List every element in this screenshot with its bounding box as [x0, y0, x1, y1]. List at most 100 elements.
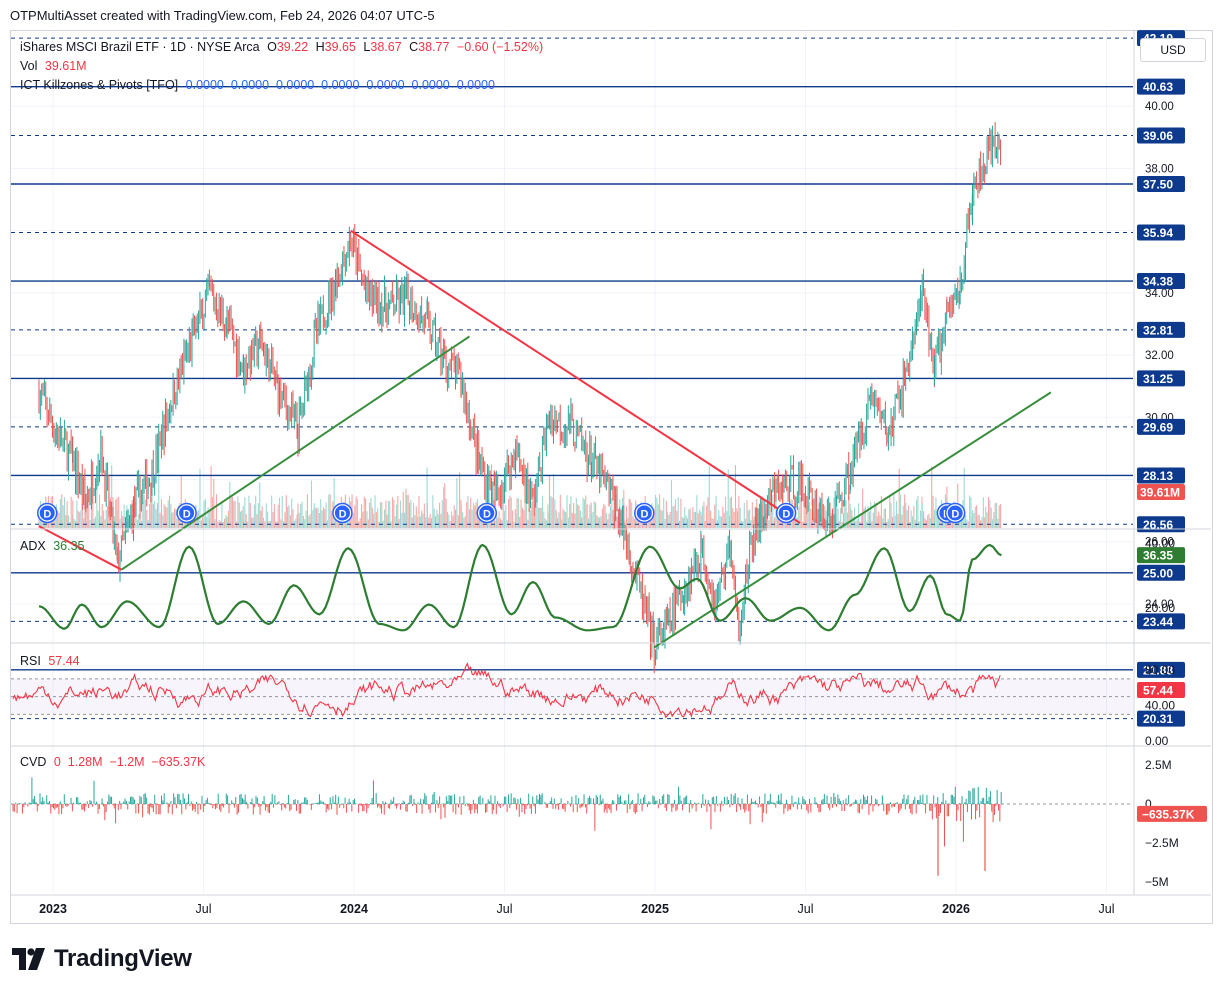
rsi-badge: [1137, 682, 1185, 699]
cvd-tick-label: 0: [1145, 797, 1152, 811]
volume-bar: [870, 501, 872, 528]
volume-bar: [436, 509, 438, 528]
volume-bar: [593, 501, 595, 528]
chart-frame[interactable]: [10, 30, 1213, 924]
currency-button[interactable]: USD: [1140, 38, 1206, 62]
volume-bar: [499, 518, 502, 528]
volume-bar: [105, 509, 107, 528]
volume-bar: [523, 509, 525, 528]
level-label: 35.94: [1143, 226, 1173, 240]
volume-bar: [390, 521, 392, 528]
cvd-tick-label: −2.5M: [1145, 836, 1179, 850]
volume-bar: [466, 502, 468, 528]
volume-bar: [410, 500, 412, 528]
volume-bar: [814, 518, 816, 528]
volume-bar: [248, 495, 250, 528]
volume-bar: [73, 518, 75, 528]
volume-bar: [722, 506, 724, 528]
volume-bar: [650, 521, 652, 528]
price-tick-label: 38.00: [1145, 163, 1174, 175]
cvd-tick-label: −5M: [1145, 875, 1169, 889]
volume-bar: [875, 503, 877, 528]
volume-bar: [444, 483, 446, 528]
volume-bar: [653, 509, 655, 528]
volume-bar: [844, 497, 846, 528]
legend-symbol[interactable]: iShares MSCI Brazil ETF · 1D · NYSE Arca: [20, 40, 260, 54]
volume-bar: [711, 517, 713, 528]
adx-label[interactable]: ADX: [20, 539, 46, 553]
volume-bar: [402, 491, 404, 528]
high-value: 39.65: [324, 40, 356, 54]
volume-bar: [509, 495, 511, 528]
volume-bar: [450, 511, 453, 528]
volume-bar: [689, 508, 691, 528]
volume-bar: [557, 517, 559, 528]
level-label: 32.81: [1143, 323, 1173, 337]
volume-bar: [175, 509, 177, 528]
volume-bar: [429, 513, 431, 528]
volume-bar: [272, 511, 274, 528]
volume-bar: [291, 498, 293, 528]
volume-bar: [625, 506, 628, 528]
volume-bar: [548, 475, 551, 528]
volume-bar: [330, 510, 333, 528]
volume-bar: [989, 499, 991, 528]
volume-bar: [799, 496, 801, 528]
trendline-red: [350, 229, 801, 524]
volume-bar: [118, 496, 120, 528]
volume-bar: [123, 504, 125, 528]
volume-bar: [284, 512, 286, 528]
volume-bar: [627, 517, 629, 528]
volume-bar: [375, 512, 377, 528]
volume-bar: [932, 495, 934, 528]
volume-bar: [982, 497, 984, 528]
volume-bar: [648, 520, 650, 528]
level-badge: [1137, 467, 1185, 484]
volume-bar: [878, 511, 880, 528]
vol-label[interactable]: Vol: [20, 59, 38, 73]
rsi-label[interactable]: RSI: [20, 654, 41, 668]
level-badge: [1137, 273, 1185, 290]
volume-bar: [329, 494, 331, 528]
volume-bar: [536, 499, 538, 528]
volume-bar: [171, 512, 173, 528]
volume-bar: [895, 501, 898, 528]
volume-bar: [508, 499, 510, 528]
volume-bar: [247, 521, 249, 528]
volume-bar: [699, 509, 701, 528]
volume-bar: [287, 506, 289, 528]
volume-bar: [929, 518, 931, 528]
volume-bar: [452, 515, 454, 528]
volume-bar: [889, 495, 891, 528]
volume-bar: [260, 510, 262, 528]
volume-bar: [441, 500, 443, 528]
volume-bar: [474, 505, 476, 528]
volume-bar: [680, 498, 682, 528]
volume-bar: [84, 508, 86, 528]
dividend-marker-fill: [179, 505, 195, 521]
time-tick-label: Jul: [196, 902, 212, 916]
volume-bar: [749, 509, 751, 528]
volume-bar: [406, 494, 408, 528]
tradingview-logo[interactable]: TradingView: [12, 944, 192, 974]
volume-bar: [464, 515, 466, 528]
volume-bar: [970, 497, 972, 528]
volume-bar: [321, 510, 323, 528]
volume-bar: [397, 496, 399, 528]
ict-label[interactable]: ICT Killzones & Pivots [TFO]: [20, 78, 179, 92]
volume-bar: [309, 514, 311, 528]
volume-bar: [990, 507, 992, 528]
volume-bar: [379, 502, 381, 528]
cvd-label[interactable]: CVD: [20, 755, 47, 769]
volume-bar: [497, 517, 499, 528]
volume-bar: [913, 506, 915, 528]
volume-bar: [428, 517, 430, 528]
time-tick-label: Jul: [497, 902, 513, 916]
volume-bar: [242, 505, 244, 528]
volume-bar: [478, 513, 480, 528]
volume-bar: [288, 504, 290, 528]
volume-bar: [225, 515, 227, 528]
volume-bar: [582, 497, 584, 528]
volume-bar: [927, 515, 929, 528]
